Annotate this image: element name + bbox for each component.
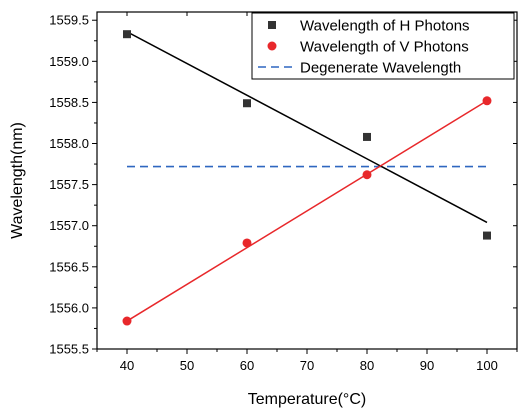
y-tick-label: 1558.0 (49, 136, 89, 151)
x-tick-label: 40 (120, 358, 134, 373)
axis-ticks: 40 50 60 70 80 90 100 1555.5 1556.0 1556.5 1557.0 1… (49, 12, 518, 373)
y-tick-label: 1559.0 (49, 54, 89, 69)
legend-label-degenerate: Degenerate Wavelength (300, 60, 461, 77)
x-tick-label: 80 (360, 358, 374, 373)
legend-box (251, 12, 515, 80)
v-photons-point (242, 238, 252, 248)
legend-swatch-v-photons (267, 41, 277, 51)
x-tick-label: 70 (300, 358, 314, 373)
v-photons-point (482, 96, 492, 106)
y-tick-label: 1559.5 (49, 13, 89, 28)
x-tick-label: 60 (240, 358, 254, 373)
legend-swatch-h-photons (268, 21, 276, 29)
legend-marker-square (268, 21, 276, 29)
v-photons-fit-line (126, 100, 488, 322)
y-axis-title: Wavelength(nm) (9, 122, 26, 239)
x-axis-title: Temperature(°C) (248, 391, 366, 408)
y-tick-label: 1556.0 (49, 300, 89, 315)
h-photons-point (123, 30, 131, 39)
y-tick-label: 1557.0 (49, 218, 89, 233)
legend-label-h-photons: Wavelength of H Photons (300, 18, 470, 35)
y-tick-label: 1558.5 (49, 95, 89, 110)
y-tick-label: 1557.5 (49, 177, 89, 192)
legend-label-v-photons: Wavelength of V Photons (300, 39, 469, 56)
x-tick-label: 50 (180, 358, 194, 373)
v-photons-point (362, 170, 372, 180)
x-tick-label: 100 (476, 358, 498, 373)
h-photons-point (363, 132, 371, 141)
h-photons-point (243, 99, 251, 108)
legend-marker-circle (267, 41, 277, 51)
plot-layer (122, 30, 492, 326)
h-photons-fit-line (126, 31, 488, 224)
h-photons-point (483, 231, 491, 240)
legend: Wavelength of H Photons Wavelength of V … (251, 12, 515, 80)
v-photons-point (122, 316, 132, 326)
y-tick-label: 1555.5 (49, 342, 89, 357)
x-tick-label: 90 (420, 358, 434, 373)
y-tick-label: 1556.5 (49, 259, 89, 274)
